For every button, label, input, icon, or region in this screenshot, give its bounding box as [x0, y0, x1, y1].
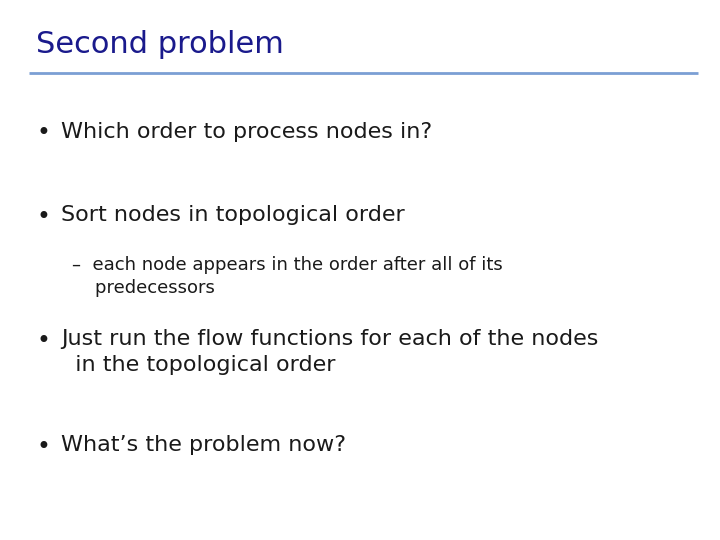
Text: Second problem: Second problem	[36, 30, 284, 59]
Text: •: •	[36, 329, 50, 353]
Text: Which order to process nodes in?: Which order to process nodes in?	[61, 122, 432, 141]
Text: What’s the problem now?: What’s the problem now?	[61, 435, 346, 455]
Text: Sort nodes in topological order: Sort nodes in topological order	[61, 205, 405, 225]
Text: •: •	[36, 205, 50, 229]
Text: •: •	[36, 435, 50, 458]
Text: •: •	[36, 122, 50, 145]
Text: Just run the flow functions for each of the nodes
  in the topological order: Just run the flow functions for each of …	[61, 329, 598, 375]
Text: –  each node appears in the order after all of its
    predecessors: – each node appears in the order after a…	[72, 256, 503, 298]
